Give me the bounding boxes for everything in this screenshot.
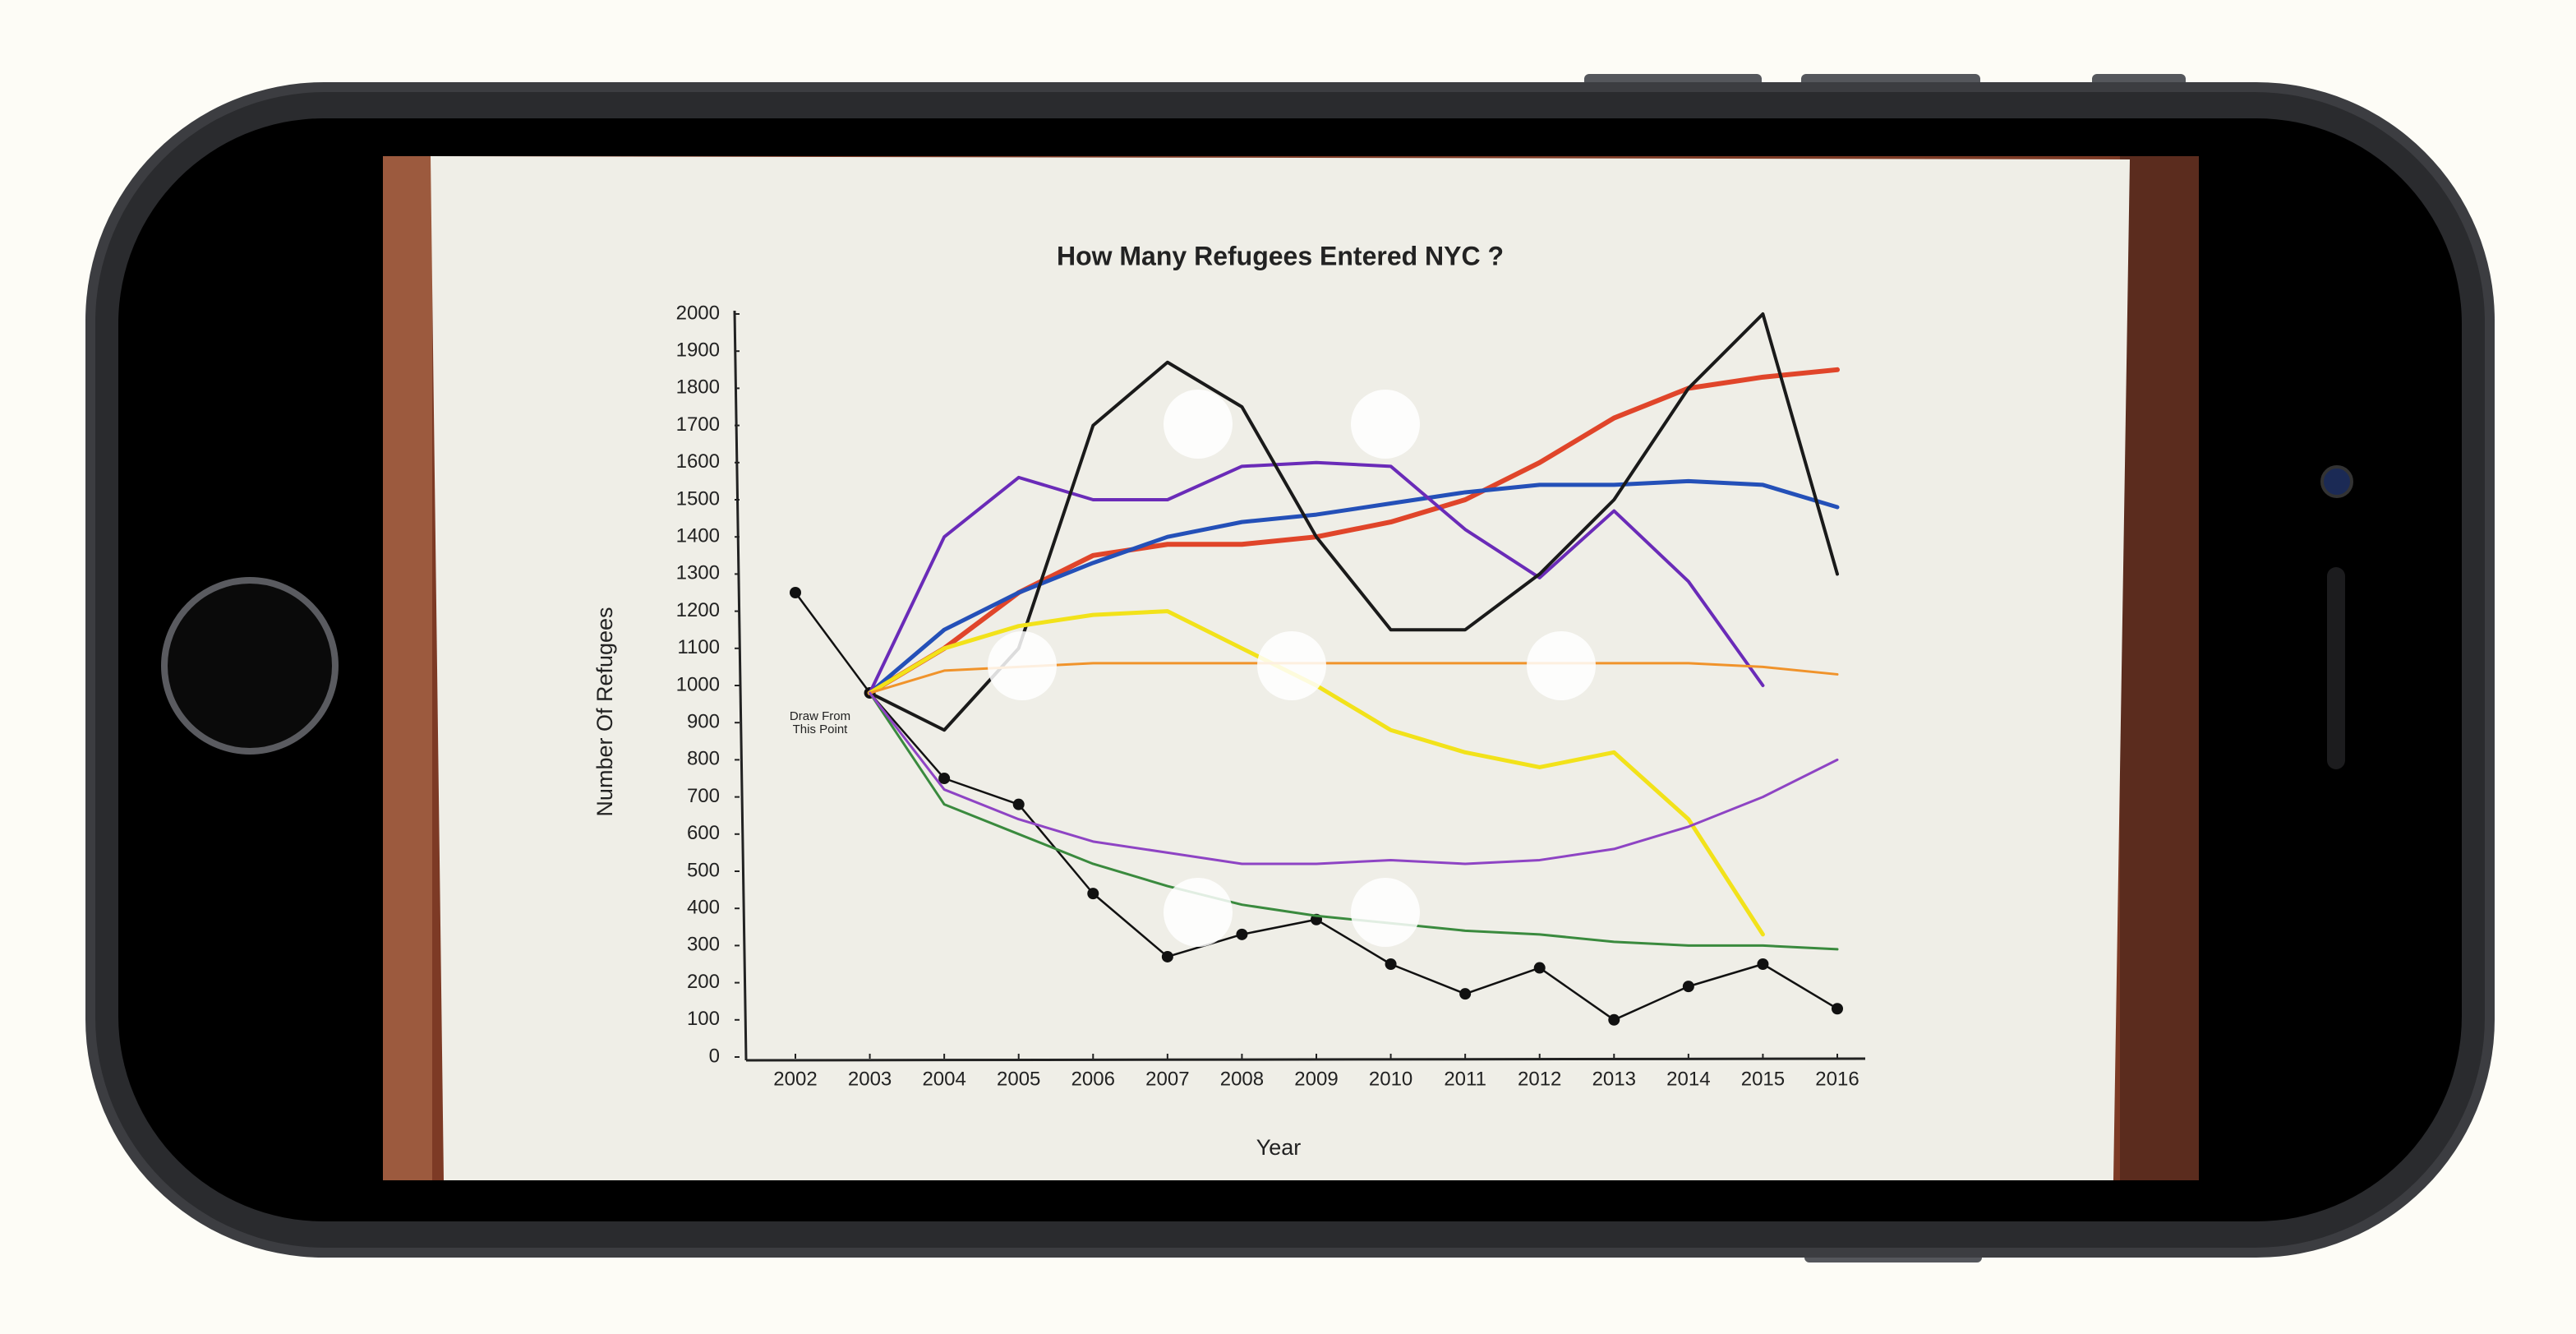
x-tick-label: 2012 xyxy=(1518,1068,1561,1090)
home-button[interactable] xyxy=(161,577,339,755)
y-tick-label: 600 xyxy=(687,822,720,844)
x-tick-label: 2007 xyxy=(1145,1068,1189,1090)
y-tick-label: 400 xyxy=(687,897,720,919)
hotspot[interactable] xyxy=(1351,390,1420,459)
data-point xyxy=(1161,950,1173,962)
x-tick-label: 2008 xyxy=(1220,1068,1264,1090)
y-tick-label: 200 xyxy=(687,971,720,993)
x-tick-label: 2011 xyxy=(1444,1068,1486,1090)
y-tick-label: 300 xyxy=(687,934,720,956)
data-point xyxy=(1832,1003,1843,1015)
data-point xyxy=(1757,958,1769,970)
y-tick-label: 1800 xyxy=(676,376,720,399)
data-point xyxy=(1236,928,1248,940)
photo-edge xyxy=(383,156,432,1180)
y-tick-label: 700 xyxy=(687,785,720,807)
x-tick-label: 2015 xyxy=(1741,1068,1785,1090)
data-point xyxy=(1012,798,1025,810)
x-tick-label: 2003 xyxy=(848,1068,892,1090)
annotation: This Point xyxy=(793,722,849,736)
hotspot[interactable] xyxy=(1351,878,1420,947)
y-axis-label: Number Of Refugees xyxy=(592,607,617,816)
y-tick-label: 1600 xyxy=(676,450,720,473)
data-point xyxy=(1533,962,1546,974)
overlay-dots xyxy=(988,390,1596,947)
hotspot[interactable] xyxy=(988,631,1057,700)
y-tick-label: 1000 xyxy=(676,673,720,695)
data-point xyxy=(1385,958,1397,970)
hotspot[interactable] xyxy=(1164,878,1233,947)
y-tick-label: 900 xyxy=(687,711,720,733)
y-tick-label: 100 xyxy=(687,1008,720,1030)
camera xyxy=(2320,465,2353,498)
series-line xyxy=(868,478,1840,695)
series-line xyxy=(868,460,1765,695)
y-tick-label: 1400 xyxy=(676,525,720,547)
photo-edge xyxy=(2120,156,2199,1180)
x-tick-label: 2004 xyxy=(922,1068,965,1090)
x-tick-label: 2014 xyxy=(1666,1068,1710,1090)
data-point xyxy=(1608,1013,1620,1026)
x-axis-label: Year xyxy=(1256,1135,1302,1160)
data-point xyxy=(1682,981,1694,993)
x-tick-label: 2013 xyxy=(1592,1068,1636,1090)
x-tick-label: 2002 xyxy=(773,1068,817,1090)
plot-area: 0 100 200 300 400 500 600 700 800 900 1000 1100 1200… xyxy=(676,302,1859,1090)
hotspot[interactable] xyxy=(1164,390,1233,459)
x-tick-label: 2009 xyxy=(1294,1068,1338,1090)
x-tick-label: 2010 xyxy=(1369,1068,1412,1090)
x-tick-label: 2005 xyxy=(997,1068,1040,1090)
y-tick-label: 1700 xyxy=(676,413,720,436)
x-tick-label: 2016 xyxy=(1815,1068,1859,1090)
y-tick-label: 1100 xyxy=(677,636,720,658)
y-tick-label: 800 xyxy=(687,748,720,770)
y-tick-label: 0 xyxy=(709,1045,720,1067)
speaker xyxy=(2327,567,2345,769)
data-point xyxy=(1087,888,1099,900)
y-tick-label: 500 xyxy=(687,859,720,881)
chart-title: How Many Refugees Entered NYC ? xyxy=(1057,241,1504,270)
annotation: Draw From xyxy=(790,709,850,723)
hotspot[interactable] xyxy=(1257,631,1326,700)
series-line xyxy=(868,312,1839,732)
data-point xyxy=(1459,988,1472,1000)
data-point xyxy=(938,773,951,784)
y-tick-label: 1200 xyxy=(676,599,720,621)
series-line xyxy=(869,691,1839,865)
y-tick-label: 1300 xyxy=(676,562,720,584)
y-axis xyxy=(733,310,748,1061)
y-tick-label: 2000 xyxy=(676,302,720,324)
hotspot[interactable] xyxy=(1527,631,1596,700)
y-tick-label: 1900 xyxy=(676,339,720,362)
data-point xyxy=(790,587,801,598)
x-axis xyxy=(745,1057,1866,1062)
x-tick-label: 2006 xyxy=(1071,1068,1115,1090)
y-tick-label: 1500 xyxy=(676,487,720,510)
